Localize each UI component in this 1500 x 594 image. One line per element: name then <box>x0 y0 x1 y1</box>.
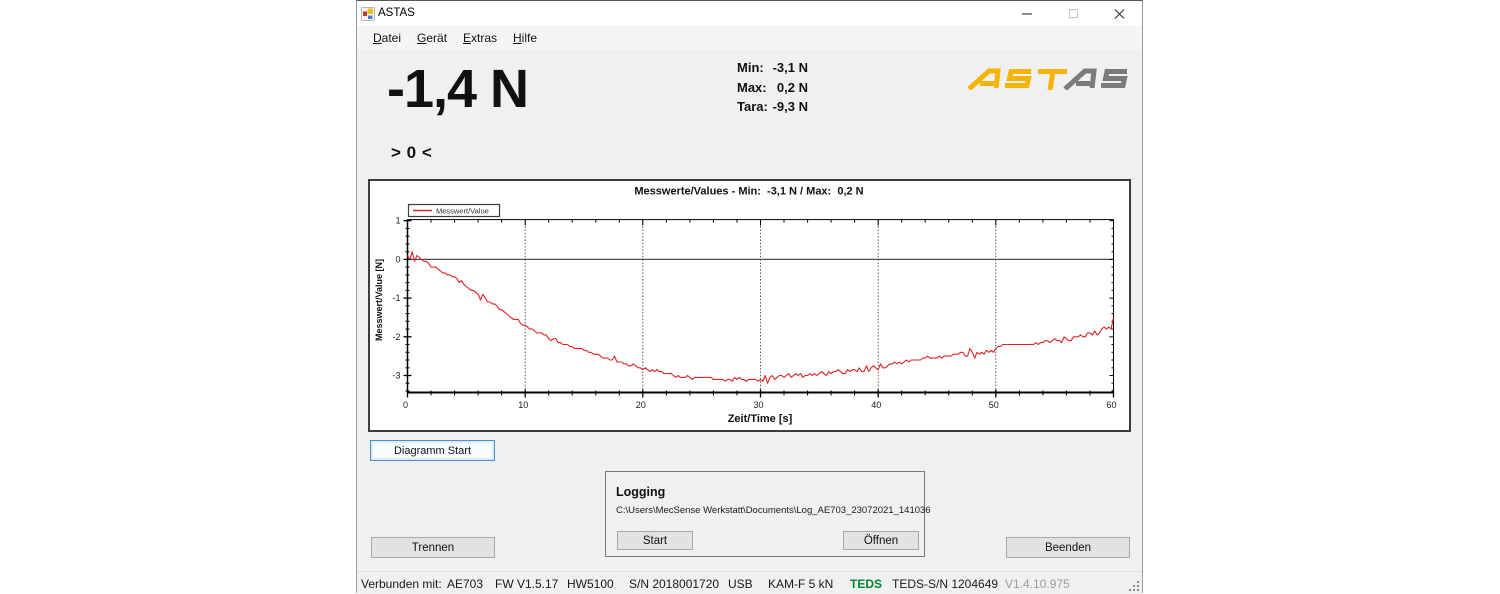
svg-text:-1: -1 <box>392 293 400 303</box>
svg-text:60: 60 <box>1106 400 1116 410</box>
svg-text:-2: -2 <box>392 332 400 342</box>
svg-text:Zeit/Time [s]: Zeit/Time [s] <box>728 413 793 425</box>
svg-text:10: 10 <box>518 400 528 410</box>
svg-text:50: 50 <box>989 400 999 410</box>
svg-text:Messwerte/Values - Min: -3,1: Messwerte/Values - Min: -3,1 N / Max: 0,… <box>634 186 863 198</box>
svg-text:Messwert/Value: Messwert/Value <box>436 207 489 216</box>
svg-text:0: 0 <box>403 400 408 410</box>
svg-text:Messwert/Value [N]: Messwert/Value [N] <box>374 259 384 341</box>
svg-text:-3: -3 <box>392 371 400 381</box>
svg-text:40: 40 <box>871 400 881 410</box>
svg-text:20: 20 <box>636 400 646 410</box>
svg-text:1: 1 <box>395 216 400 226</box>
svg-text:0: 0 <box>395 254 400 264</box>
svg-text:30: 30 <box>753 400 763 410</box>
